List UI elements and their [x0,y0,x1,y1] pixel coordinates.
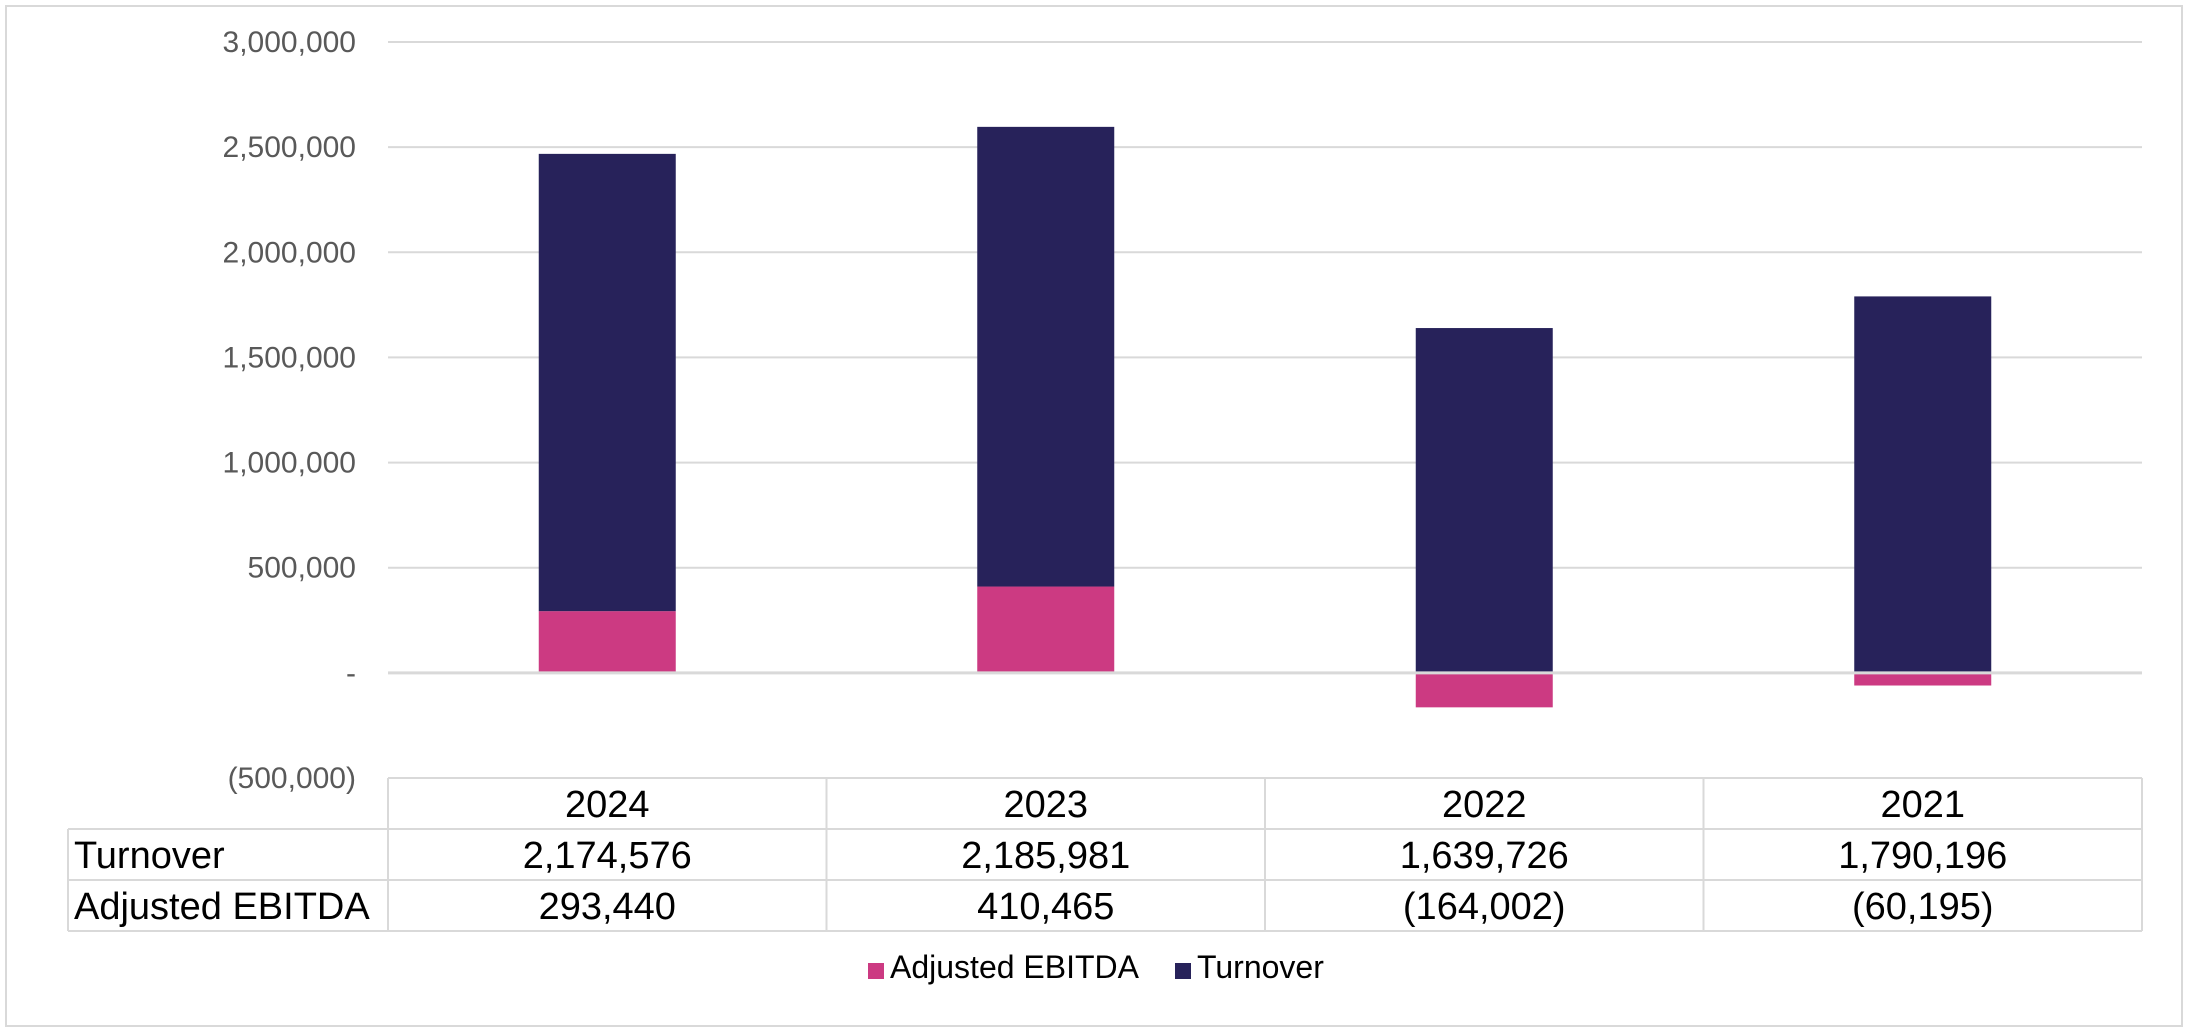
bars [388,126,2142,708]
table-cell: 2,185,981 [961,835,1130,877]
bar-adjusted-ebitda-2023 [977,586,1115,673]
x-category-label: 2023 [1003,784,1088,826]
y-tick-label: (500,000) [228,762,356,795]
table-cell: (60,195) [1852,886,1994,928]
y-tick-label: 3,000,000 [223,26,356,59]
y-tick-label: 1,000,000 [223,447,356,480]
y-tick-label: 2,500,000 [223,131,356,164]
table-cell: 1,790,196 [1838,835,2007,877]
table-cell: 410,465 [977,886,1114,928]
y-tick-label: 2,000,000 [223,236,356,269]
table-row-label: Turnover [74,835,225,877]
legend-label: Adjusted EBITDA [890,949,1140,985]
data-table: 2024 2023 2022 2021 Turnover 2,174,576 2,185,9… [67,777,2143,932]
x-category-label: 2021 [1880,784,1965,826]
bar-turnover-2022 [1415,328,1553,673]
table-cell: 1,639,726 [1400,835,1569,877]
y-tick-label: 500,000 [248,552,356,585]
legend: Adjusted EBITDA Turnover [868,949,1324,985]
bar-turnover-2024 [538,153,676,612]
x-category-label: 2024 [565,784,650,826]
legend-label: Turnover [1197,949,1324,985]
table-row-label: Adjusted EBITDA [74,886,370,928]
table-cell: 2,174,576 [523,835,692,877]
y-tick-label: - [346,657,356,690]
bar-adjusted-ebitda-2022 [1415,672,1553,708]
legend-swatch [868,963,884,979]
y-axis-tick-labels: 3,000,000 2,500,000 2,000,000 1,500,000 1,00… [223,26,356,795]
table-cell: (164,002) [1403,886,1566,928]
legend-swatch [1175,963,1191,979]
y-tick-label: 1,500,000 [223,341,356,374]
x-category-label: 2022 [1442,784,1527,826]
bar-turnover-2021 [1854,296,1992,673]
bar-turnover-2023 [977,126,1115,587]
bar-adjusted-ebitda-2024 [538,611,676,673]
table-cell: 293,440 [539,886,676,928]
bar-adjusted-ebitda-2021 [1854,672,1992,686]
